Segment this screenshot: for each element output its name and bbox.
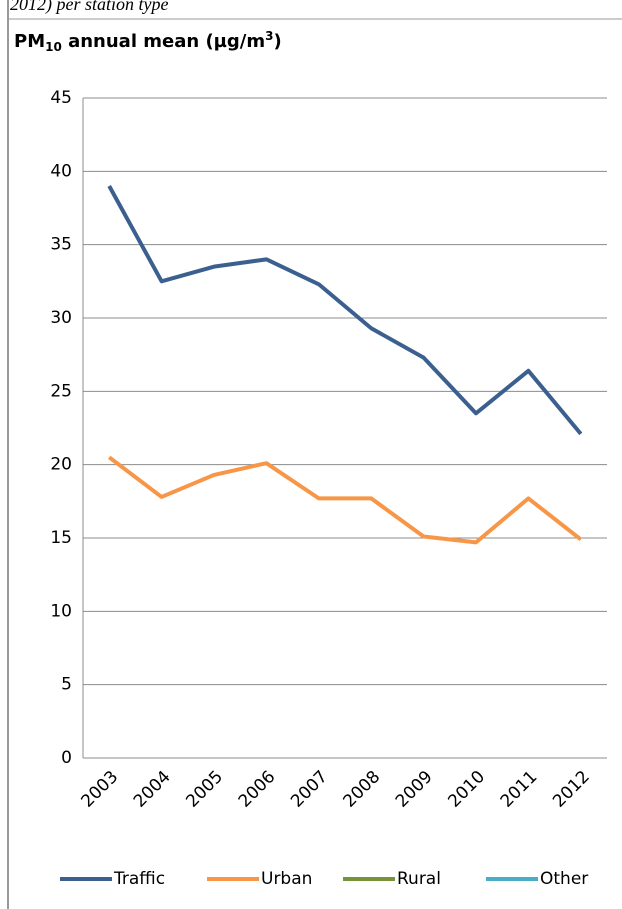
title-part: annual mean (µg/m [62, 31, 265, 52]
x-tick-label: 2011 [497, 767, 542, 812]
title-part: PM [14, 31, 45, 52]
y-tick-label: 15 [50, 528, 72, 548]
x-tick-label: 2004 [130, 767, 175, 812]
caption: 2012) per station type [10, 0, 168, 15]
title-part: ) [274, 31, 282, 52]
legend-label: Traffic [113, 869, 165, 889]
series-line [107, 455, 583, 545]
y-tick-label: 25 [50, 381, 72, 401]
legend-label: Other [540, 869, 588, 889]
title-part: 3 [265, 29, 273, 43]
x-tick-label: 2010 [444, 767, 489, 812]
legend-label: Rural [397, 869, 441, 889]
y-tick-label: 35 [50, 235, 72, 255]
x-tick-label: 2009 [392, 767, 437, 812]
series-line [107, 185, 583, 436]
y-tick-label: 30 [50, 308, 72, 328]
y-tick-label: 45 [50, 88, 72, 108]
x-tick-label: 2008 [340, 767, 385, 812]
x-tick-label: 2007 [287, 767, 332, 812]
title-part: 10 [45, 40, 62, 54]
x-tick-label: 2005 [182, 767, 227, 812]
y-tick-label: 0 [61, 748, 72, 768]
x-tick-label: 2003 [78, 767, 123, 812]
x-tick-label: 2012 [549, 767, 594, 812]
y-tick-label: 40 [50, 161, 72, 181]
y-tick-label: 20 [50, 455, 72, 475]
y-tick-label: 10 [50, 601, 72, 621]
legend-label: Urban [261, 869, 312, 889]
chart-title: PM10 annual mean (µg/m3) [14, 29, 282, 54]
y-tick-label: 5 [61, 675, 72, 695]
x-tick-label: 2006 [235, 767, 280, 812]
